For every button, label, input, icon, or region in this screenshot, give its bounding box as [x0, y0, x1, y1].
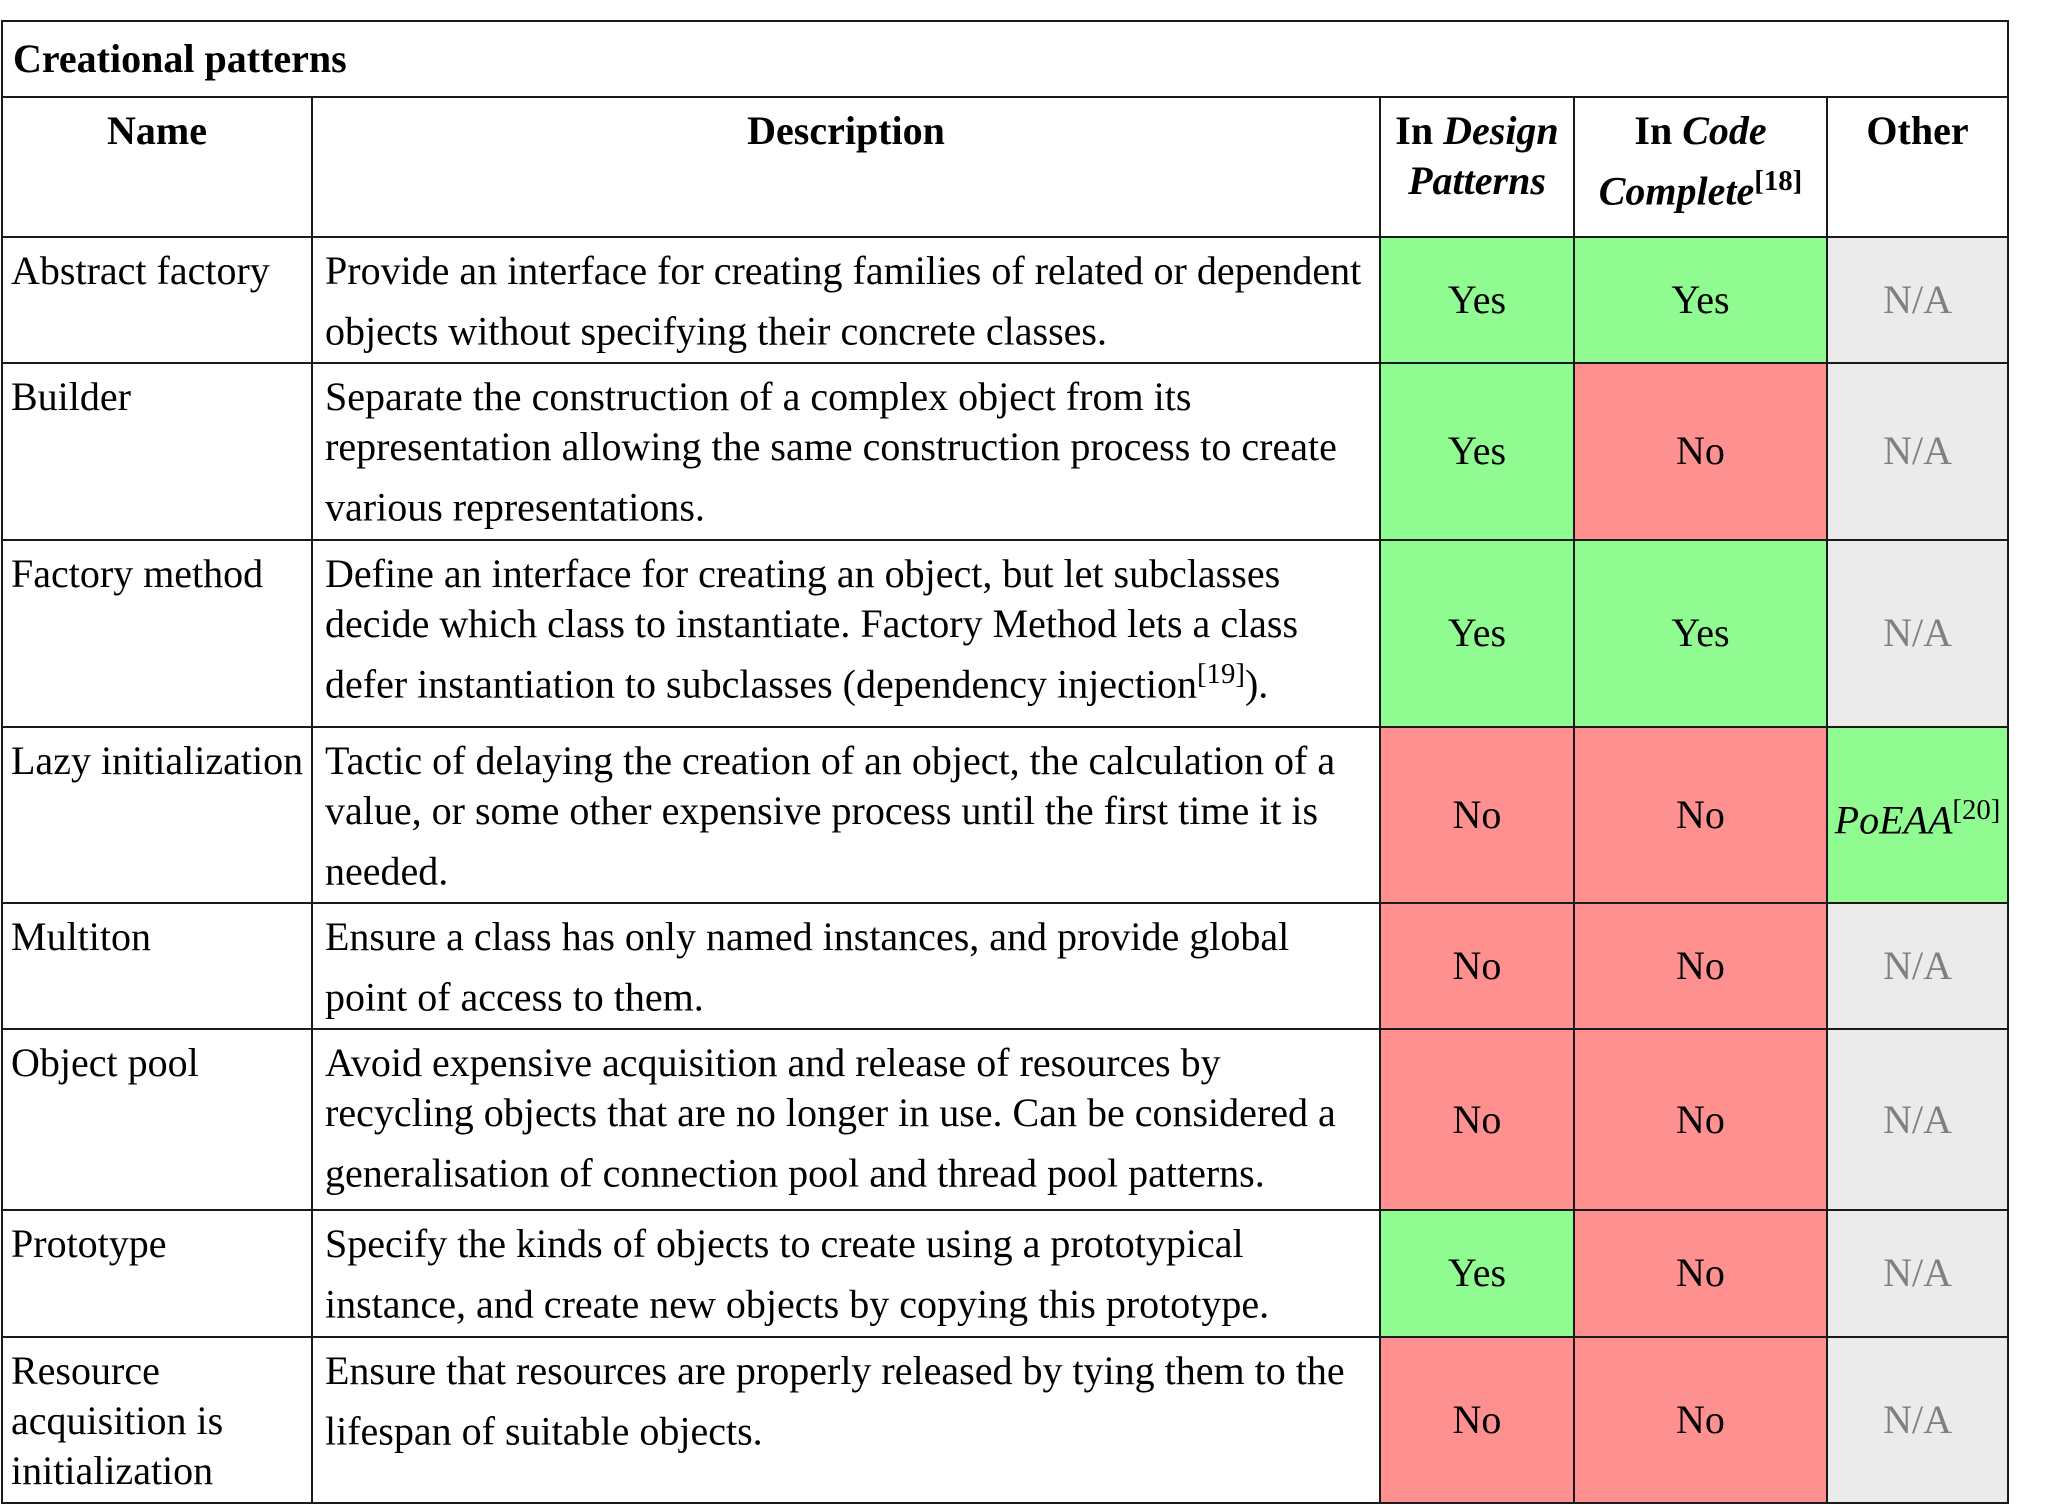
table-row-abstract-factory: Abstract factory Provide an interface fo… [1, 235, 2010, 365]
pattern-name-cell: Prototype [1, 1209, 313, 1338]
other-status-cell: N/A [1825, 1501, 2010, 1504]
table-row-prototype: Prototype Specify the kinds of objects t… [1, 1209, 2010, 1338]
pattern-description-cell: Specify the kinds of objects to create u… [311, 1209, 1381, 1338]
pattern-description-cell: Avoid expensive acquisition and release … [311, 1028, 1381, 1212]
design-patterns-status-cell: Yes [1379, 235, 1575, 365]
pattern-description-cell: Separate the construction of a complex o… [311, 362, 1381, 541]
pattern-description-cell: Ensure that resources are properly relea… [311, 1335, 1381, 1504]
pattern-name-cell: Object pool [1, 1028, 313, 1212]
reference-20: [20] [1952, 793, 2001, 826]
description-text: Provide an interface for creating famili… [325, 248, 1362, 354]
pattern-description-cell: Define an interface for creating an obje… [311, 538, 1381, 728]
reference-19: [19] [1196, 657, 1245, 690]
pattern-name-cell: Resource acquisition is initialization [1, 1335, 313, 1504]
pattern-description-cell: Ensure a class has only one instance, an… [311, 1501, 1381, 1504]
design-patterns-status-cell: No [1379, 1335, 1575, 1504]
table-row-multiton: Multiton Ensure a class has only named i… [1, 901, 2010, 1031]
other-status-cell: N/A [1825, 1335, 2010, 1504]
table-row-singleton: Singleton Ensure a class has only one in… [1, 1501, 2010, 1504]
description-text: Ensure that resources are properly relea… [325, 1347, 1345, 1453]
book-title-design-patterns: Design Patterns [1408, 108, 1559, 203]
code-complete-status-cell: No [1573, 1209, 1828, 1338]
code-complete-status-cell: No [1573, 362, 1828, 541]
code-complete-status-cell: Yes [1573, 538, 1828, 728]
description-text: Define an interface for creating an obje… [325, 550, 1299, 706]
column-header-in-design-patterns: In Design Patterns [1379, 96, 1575, 238]
other-status-cell: N/A [1825, 362, 2010, 541]
header-prefix: In [1395, 108, 1444, 153]
other-status-cell: N/A [1825, 235, 2010, 365]
other-status-cell: N/A [1825, 901, 2010, 1031]
design-patterns-status-cell: Yes [1379, 538, 1575, 728]
column-header-in-code-complete: In Code Complete[18] [1573, 96, 1828, 238]
table-row-builder: Builder Separate the construction of a c… [1, 362, 2010, 541]
pattern-description-cell: Ensure a class has only named instances,… [311, 901, 1381, 1031]
other-status-cell: N/A [1825, 1028, 2010, 1212]
design-patterns-status-cell: No [1379, 1028, 1575, 1212]
code-complete-status-cell: No [1573, 901, 1828, 1031]
table-row-lazy-initialization: Lazy initialization Tactic of delaying t… [1, 725, 2010, 904]
column-header-name: Name [1, 96, 313, 238]
description-text: Separate the construction of a complex o… [325, 374, 1337, 530]
code-complete-status-cell: Yes [1573, 1501, 1828, 1504]
column-header-description: Description [311, 96, 1381, 238]
description-text: Specify the kinds of objects to create u… [325, 1221, 1270, 1327]
column-header-other: Other [1825, 96, 2010, 238]
pattern-name-cell: Lazy initialization [1, 725, 313, 904]
book-title-code-complete: Code Complete [1598, 108, 1767, 214]
code-complete-status-cell: Yes [1573, 235, 1828, 365]
table-title: Creational patterns [0, 20, 2010, 98]
book-title-poeaa: PoEAA [1834, 796, 1953, 842]
description-text: Ensure a class has only named instances,… [325, 913, 1290, 1020]
table-row-factory-method: Factory method Define an interface for c… [1, 538, 2010, 728]
description-text: Tactic of delaying the creation of an ob… [325, 737, 1336, 893]
description-tail: ). [1244, 660, 1269, 706]
header-prefix: In [1634, 108, 1683, 153]
design-patterns-status-cell: No [1379, 725, 1575, 904]
pattern-name-cell: Singleton [1, 1501, 313, 1504]
pattern-name-cell: Abstract factory [1, 235, 313, 365]
design-patterns-status-cell: Yes [1379, 1209, 1575, 1338]
column-header-row: Name Description In Design Patterns In C… [1, 96, 2010, 238]
pattern-name-cell: Multiton [1, 901, 313, 1031]
other-status-cell: PoEAA[20] [1825, 725, 2010, 904]
design-patterns-status-cell: No [1379, 901, 1575, 1031]
other-status-cell: N/A [1825, 1209, 2010, 1338]
description-text: Avoid expensive acquisition and release … [325, 1040, 1336, 1196]
pattern-description-cell: Provide an interface for creating famili… [311, 235, 1381, 365]
design-patterns-status-cell: Yes [1379, 362, 1575, 541]
table-title-row: Creational patterns [0, 20, 2010, 98]
table-row-resource-acquisition: Resource acquisition is initialization E… [1, 1335, 2010, 1504]
table-row-object-pool: Object pool Avoid expensive acquisition … [1, 1028, 2010, 1212]
other-status-cell: N/A [1825, 538, 2010, 728]
pattern-description-cell: Tactic of delaying the creation of an ob… [311, 725, 1381, 904]
code-complete-status-cell: No [1573, 725, 1828, 904]
reference-18: [18] [1754, 165, 1803, 197]
pattern-name-cell: Factory method [1, 538, 313, 728]
code-complete-status-cell: No [1573, 1335, 1828, 1504]
pattern-name-cell: Builder [1, 362, 313, 541]
creational-patterns-table: Creational patterns Name Description In … [0, 20, 2010, 1504]
design-patterns-status-cell: Yes [1379, 1501, 1575, 1504]
code-complete-status-cell: No [1573, 1028, 1828, 1212]
